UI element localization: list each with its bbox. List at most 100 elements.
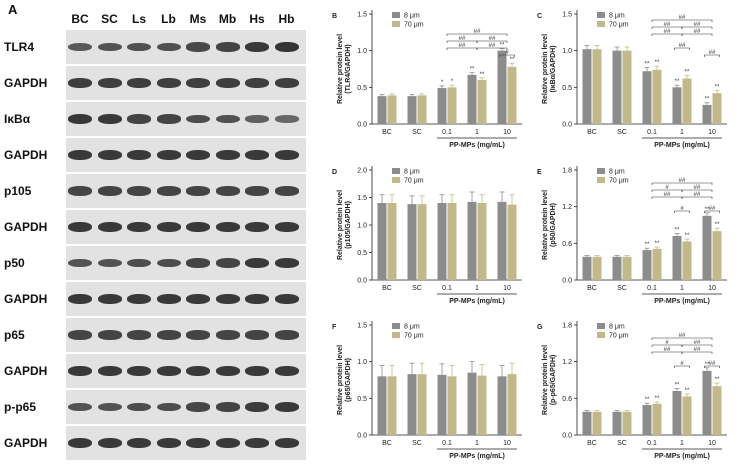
x-tick-label: 0.1 (647, 285, 657, 292)
blot-band (68, 258, 92, 268)
bar (672, 391, 682, 435)
significance-mark: ** (715, 84, 720, 90)
significance-mark: ** (480, 72, 485, 78)
blot-strip (66, 174, 306, 208)
bar (682, 78, 692, 124)
significance-bracket-label: ## (664, 22, 671, 28)
bar (652, 403, 662, 435)
legend-swatch (597, 323, 605, 329)
significance-bracket (681, 344, 713, 347)
blot-band (97, 149, 122, 161)
blot-band (245, 149, 269, 161)
bar (672, 236, 682, 280)
significance-mark: ** (470, 67, 475, 73)
blot-band (156, 293, 181, 305)
y-tick-label: 0.0 (562, 122, 572, 129)
protein-label: p65 (4, 328, 25, 342)
significance-bracket (704, 365, 720, 368)
blot-band (156, 186, 181, 196)
bar (497, 201, 507, 280)
blot-band (156, 437, 181, 449)
significance-bracket (651, 19, 713, 22)
significance-bracket-label: ## (459, 36, 466, 42)
y-tick-label: 1.8 (562, 323, 572, 330)
blot-band (68, 113, 92, 125)
panel-letter: D (332, 169, 337, 176)
bar (447, 376, 457, 435)
bar (387, 376, 397, 435)
significance-bracket-label: ## (489, 43, 496, 49)
blot-band (215, 114, 240, 124)
x-tick-label: BC (382, 285, 392, 292)
y-tick-label: 1.0 (357, 359, 367, 366)
y-axis-title-line: (IκBα/GAPDH) (550, 45, 557, 92)
x-tick-label: 0.1 (442, 129, 452, 136)
bar (682, 396, 692, 435)
blot-band (215, 78, 240, 88)
significance-bracket-label: ## (489, 36, 496, 42)
blot-band (68, 186, 92, 196)
legend-swatch (392, 323, 400, 329)
y-tick-label: 1.2 (562, 204, 572, 211)
significance-mark: ** (685, 70, 690, 76)
y-tick-label: 0.0 (562, 278, 572, 285)
significance-bracket-label: ## (694, 192, 701, 198)
western-blot-panel: A BC SC Ls Lb Ms Mb Hs Hb TLR4 GAPDH IκBα GAPDH p105… (0, 0, 310, 468)
significance-mark: ** (685, 233, 690, 239)
blot-band (274, 186, 299, 196)
blot-band (245, 41, 269, 53)
significance-bracket (476, 47, 508, 50)
blot-band (186, 221, 210, 233)
significance-bracket-label: ## (694, 185, 701, 191)
y-axis-title-line: Relative protein level (337, 345, 344, 415)
legend-swatch (597, 21, 605, 27)
y-axis-title: Relative protein level(p-p65/GAPDH) (542, 345, 557, 415)
blot-band (245, 115, 269, 123)
protein-label: GAPDH (4, 364, 48, 378)
bar-chart-svg: C 0.0 0.5 1.0 1.5 Relative protein level(IκBα… (537, 10, 727, 149)
significance-bracket-label: ## (694, 347, 701, 353)
y-tick-label: 1.5 (562, 12, 572, 19)
blot-band (215, 437, 240, 449)
blot-strip (66, 282, 306, 316)
y-axis-title: Relative protein level(IκBα/GAPDH) (542, 34, 557, 104)
legend-swatch (597, 332, 605, 338)
chart-panel-e: E 0.0 0.6 1.2 1.8 Relative protein level(p50/… (535, 160, 735, 315)
blot-band (127, 365, 151, 377)
blot-strip (66, 66, 306, 100)
bar (652, 69, 662, 124)
blot-band (274, 78, 299, 88)
blot-band (186, 186, 210, 196)
blot-band (186, 258, 210, 268)
x-axis-title: PP-MPs (mg/mL) (654, 453, 710, 460)
y-axis-title: Relative protein level(p50/GAPDH) (542, 190, 557, 260)
blot-band (186, 114, 210, 124)
bar (477, 80, 487, 124)
x-tick-label: 0.1 (442, 440, 452, 447)
y-axis-title-line: (p105/GAPDH) (345, 201, 352, 249)
bar (712, 93, 722, 124)
bar (592, 256, 602, 280)
blot-band (274, 437, 299, 449)
x-tick-label: 1 (475, 440, 479, 447)
significance-bracket-label: ## (679, 333, 686, 339)
x-tick-label: SC (412, 285, 422, 292)
y-axis-title-line: Relative protein level (542, 345, 549, 415)
panel-letter: G (537, 324, 543, 331)
blot-band (156, 78, 181, 88)
legend-label: 70 μm (609, 333, 629, 340)
significance-bracket-label: ## (709, 206, 716, 212)
bar (387, 95, 397, 124)
blot-band (127, 78, 151, 88)
y-tick-label: 1.0 (562, 48, 572, 55)
legend-label: 70 μm (404, 178, 424, 185)
significance-mark: ** (675, 79, 680, 85)
panel-letter: C (537, 13, 542, 20)
blot-band (245, 78, 269, 88)
panel-letter: F (332, 324, 337, 331)
protein-label: GAPDH (4, 436, 48, 450)
significance-mark: ** (705, 97, 710, 103)
blot-band (245, 365, 269, 377)
bar (437, 374, 447, 435)
blot-band (156, 149, 181, 161)
